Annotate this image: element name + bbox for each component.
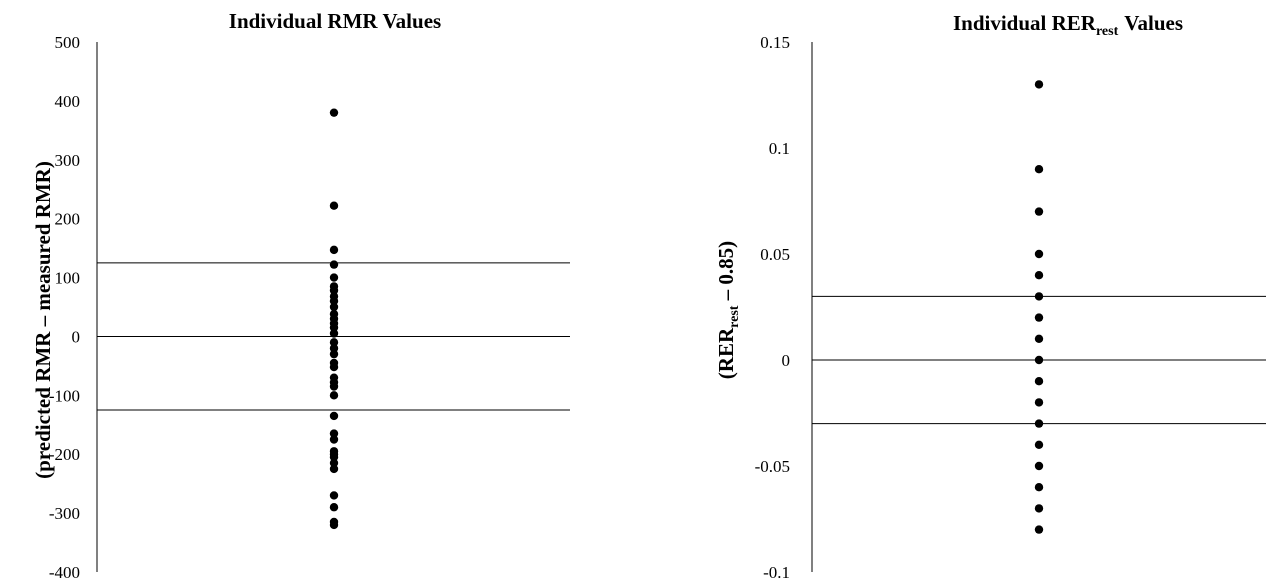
chart-rmr-tick-label: -300: [49, 504, 80, 523]
chart-rmr-tick-label: -400: [49, 563, 80, 582]
chart-rer-tick-label: -0.1: [763, 563, 790, 582]
chart-rer-point: [1034, 249, 1044, 259]
chart-rer-title-main: Individual RER: [953, 11, 1097, 35]
chart-rmr-point: [329, 491, 339, 500]
chart-rmr-point: [329, 435, 339, 444]
chart-rer-point: [1034, 419, 1044, 428]
chart-rer-point: [1034, 165, 1044, 174]
chart-rer-ylabel-sub: rest: [727, 305, 742, 328]
chart-rmr-point: [329, 108, 339, 117]
chart-rmr-point: [329, 329, 339, 338]
chart-rer-title-sub: rest: [1096, 24, 1119, 39]
chart-rer-point: [1034, 292, 1044, 301]
chart-rer-point: [1034, 207, 1044, 216]
chart-rmr-point: [329, 302, 339, 312]
chart-rmr-point: [329, 273, 339, 282]
chart-rmr-point: [329, 245, 339, 255]
chart-rmr-tick-label: -200: [49, 445, 80, 464]
chart-rmr-tick-label: 200: [55, 210, 81, 229]
chart-rer-point: [1034, 398, 1044, 407]
chart-rer: Individual RERrest Values (RERrest – 0.85…: [714, 11, 1266, 582]
chart-rer-point: [1034, 440, 1044, 449]
chart-rmr-point: [329, 452, 339, 462]
chart-rer-tick-label: -0.05: [755, 457, 790, 476]
chart-rmr-point: [329, 323, 339, 332]
chart-rmr-point: [329, 349, 339, 359]
chart-rer-title-tail: Values: [1124, 11, 1183, 35]
chart-rmr-tick-label: 0: [72, 327, 81, 346]
chart-rer-point: [1034, 313, 1044, 322]
chart-rer-tick-label: 0: [782, 351, 791, 370]
chart-rer-title: Individual RERrest Values: [953, 11, 1183, 39]
chart-rer-point: [1034, 461, 1044, 471]
chart-rmr-point: [329, 260, 339, 269]
chart-rmr-point: [329, 296, 339, 306]
chart-rmr-tick-label: 300: [55, 151, 81, 170]
chart-rer-point: [1034, 334, 1044, 343]
chart-rmr-point: [329, 286, 339, 295]
chart-rmr-point: [329, 464, 339, 474]
chart-rmr-tick-label: 500: [55, 33, 81, 52]
chart-rmr-title: Individual RMR Values: [229, 9, 441, 33]
chart-rer-tick-label: 0.05: [760, 245, 790, 264]
chart-rmr-point: [329, 391, 339, 400]
chart-rer-point: [1034, 271, 1044, 280]
chart-rer-tick-label: 0.1: [769, 139, 790, 158]
chart-rer-point: [1034, 504, 1044, 513]
chart-rer-point: [1034, 483, 1044, 492]
chart-rmr-point: [329, 411, 339, 421]
chart-rmr-tick-label: -100: [49, 386, 80, 405]
chart-rmr-tick-label: 100: [55, 269, 81, 288]
chart-rer-points: [1034, 80, 1044, 534]
chart-rmr-point: [329, 382, 339, 391]
chart-rmr-ticks: 500 400 300 200 100 0 -100 -200 -300 -400: [49, 33, 80, 582]
chart-rmr-tick-label: 400: [55, 92, 81, 111]
chart-rer-ylabel-prefix: (RER: [714, 327, 738, 379]
chart-rer-ylabel-suffix: – 0.85): [714, 241, 738, 306]
chart-rmr-point: [329, 458, 339, 468]
chart-rer-ticks: 0.15 0.1 0.05 0 -0.05 -0.1: [755, 33, 790, 582]
chart-rer-point: [1034, 355, 1044, 365]
chart-rmr-point: [329, 362, 339, 372]
chart-rmr-points: [329, 108, 339, 530]
chart-rmr-point: [329, 344, 339, 353]
chart-rmr: Individual RMR Values (predicted RMR – m…: [31, 9, 570, 582]
chart-rer-point: [1034, 525, 1044, 534]
chart-rmr-point: [329, 201, 339, 210]
chart-rmr-ylabel: (predicted RMR – measured RMR): [31, 161, 55, 479]
chart-rmr-point: [329, 338, 339, 347]
chart-rer-ylabel: (RERrest – 0.85): [714, 241, 742, 379]
chart-rer-point: [1034, 80, 1044, 89]
chart-rer-point: [1034, 377, 1044, 386]
chart-rmr-point: [329, 520, 339, 530]
chart-rmr-point: [329, 429, 339, 438]
chart-rmr-point: [329, 503, 339, 512]
chart-rer-tick-label: 0.15: [760, 33, 790, 52]
